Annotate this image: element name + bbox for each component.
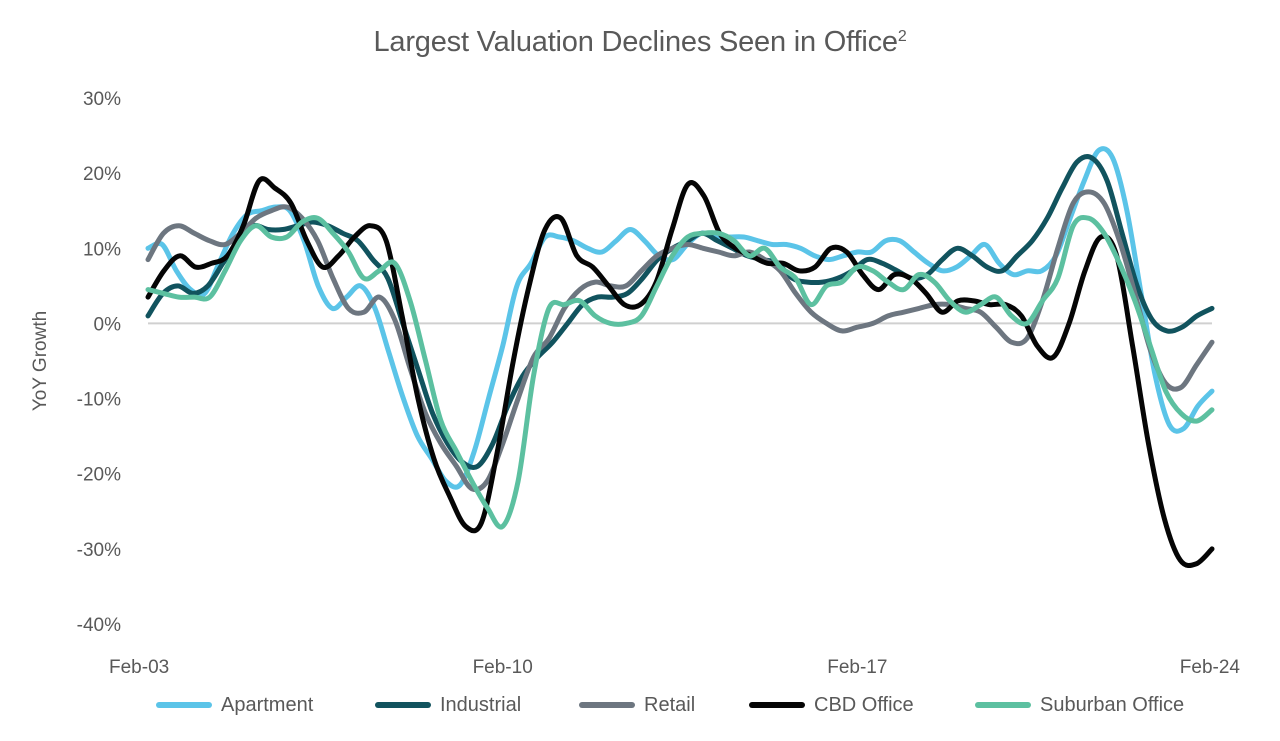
legend-label: Apartment bbox=[221, 693, 314, 716]
legend-swatch bbox=[749, 702, 805, 708]
legend-item-retail: Retail bbox=[579, 692, 695, 718]
y-axis: 30% 20% 10% 0% -10% -20% -30% -40% bbox=[77, 89, 121, 636]
y-tick-label: -40% bbox=[77, 615, 121, 636]
y-tick-label: 0% bbox=[94, 314, 122, 335]
y-tick-label: -20% bbox=[77, 465, 121, 486]
legend-item-industrial: Industrial bbox=[375, 692, 521, 718]
y-tick-label: 30% bbox=[83, 89, 121, 110]
legend-swatch bbox=[579, 702, 635, 708]
legend-label: Industrial bbox=[440, 693, 522, 716]
legend-swatch bbox=[375, 702, 431, 708]
y-tick-label: 20% bbox=[83, 164, 121, 185]
legend-label: Suburban Office bbox=[1040, 693, 1185, 716]
series-line-cbd-office bbox=[145, 176, 1215, 569]
legend-swatch bbox=[156, 702, 212, 708]
series-line-retail bbox=[145, 189, 1215, 493]
x-tick-label: Feb-24 bbox=[1180, 657, 1241, 678]
chart-title: Largest Valuation Declines Seen in Offic… bbox=[0, 26, 1280, 59]
chart-title-footnote: 2 bbox=[897, 28, 907, 45]
legend-item-apartment: Apartment bbox=[156, 692, 313, 718]
x-axis: Feb-03 Feb-10 Feb-17 Feb-24 bbox=[109, 657, 1240, 678]
legend-item-suburban-office: Suburban Office bbox=[975, 692, 1184, 718]
series-lines bbox=[145, 146, 1215, 569]
x-tick-label: Feb-03 bbox=[109, 657, 169, 678]
legend-swatch bbox=[975, 702, 1031, 708]
chart-title-text: Largest Valuation Declines Seen in Offic… bbox=[373, 26, 898, 58]
y-tick-label: -10% bbox=[77, 390, 121, 411]
legend-label: CBD Office bbox=[814, 693, 914, 716]
y-tick-label: -30% bbox=[77, 540, 121, 561]
series-line-apartment bbox=[145, 146, 1215, 490]
legend: Apartment Industrial Retail CBD Office Subur… bbox=[0, 692, 1280, 720]
x-tick-label: Feb-10 bbox=[473, 657, 533, 678]
legend-item-cbd-office: CBD Office bbox=[749, 692, 914, 718]
x-tick-label: Feb-17 bbox=[827, 657, 887, 678]
y-axis-title: YoY Growth bbox=[30, 311, 51, 411]
series-line-suburban-office bbox=[145, 214, 1215, 530]
y-tick-label: 10% bbox=[83, 239, 121, 260]
legend-label: Retail bbox=[644, 693, 696, 716]
